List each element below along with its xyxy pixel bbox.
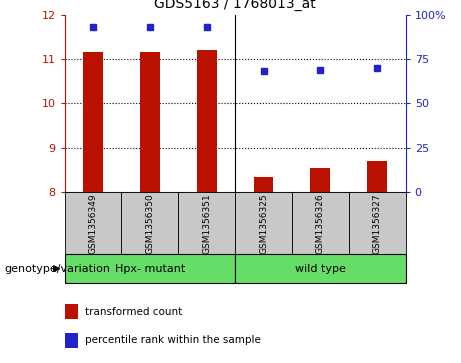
Bar	[65, 192, 121, 254]
Bar	[235, 254, 406, 283]
Title: GDS5163 / 1768013_at: GDS5163 / 1768013_at	[154, 0, 316, 11]
Bar	[367, 161, 387, 192]
Bar	[197, 50, 217, 192]
Bar	[178, 192, 235, 254]
Bar	[310, 168, 331, 192]
Bar	[65, 305, 78, 319]
Text: GSM1356350: GSM1356350	[145, 193, 154, 254]
Bar	[235, 192, 292, 254]
Text: GSM1356349: GSM1356349	[89, 193, 97, 254]
Text: transformed count: transformed count	[85, 307, 182, 317]
Text: GSM1356325: GSM1356325	[259, 193, 268, 254]
Bar	[254, 177, 273, 192]
Text: genotype/variation: genotype/variation	[5, 264, 111, 274]
Text: Hpx- mutant: Hpx- mutant	[115, 264, 185, 274]
Bar	[292, 192, 349, 254]
Bar	[65, 254, 235, 283]
Bar	[65, 333, 78, 348]
Bar	[140, 52, 160, 192]
Bar	[349, 192, 406, 254]
Text: GSM1356351: GSM1356351	[202, 193, 211, 254]
Bar	[83, 52, 103, 192]
Text: wild type: wild type	[295, 264, 346, 274]
Text: GSM1356326: GSM1356326	[316, 193, 325, 254]
Text: percentile rank within the sample: percentile rank within the sample	[85, 335, 261, 346]
Text: GSM1356327: GSM1356327	[373, 193, 382, 254]
Bar	[121, 192, 178, 254]
